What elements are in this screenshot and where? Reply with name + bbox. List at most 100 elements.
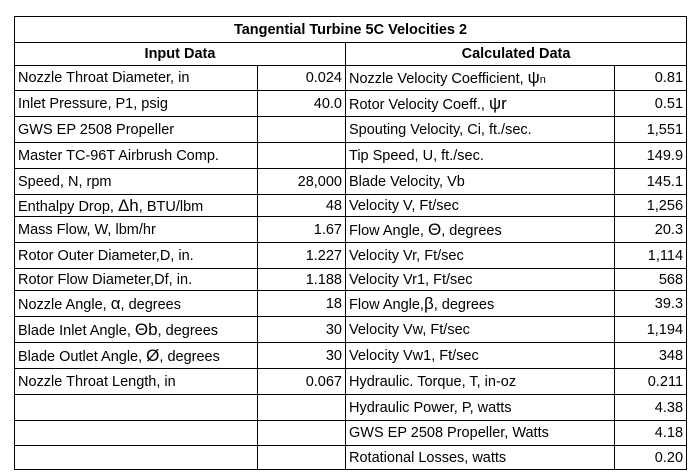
input-label-pre: Blade Outlet Angle, <box>18 348 147 365</box>
input-label-post: , degrees <box>159 348 220 365</box>
input-label-cell[interactable]: Blade Outlet Angle, Ø, degrees <box>14 342 258 369</box>
table-row: Rotor Outer Diameter,D, in. 1.227 Velocity… <box>14 242 688 269</box>
input-label-cell[interactable]: Blade Inlet Angle, Θb, degrees <box>14 316 258 343</box>
calculated-label-cell[interactable]: Velocity V, Ft/sec <box>345 194 615 217</box>
calculated-value-cell[interactable]: 1,114 <box>613 242 688 269</box>
calculated-value-cell[interactable]: 39.3 <box>613 290 688 317</box>
calculated-value-cell[interactable]: 145.1 <box>613 168 688 195</box>
calculated-label-cell[interactable]: Rotational Losses, watts <box>345 445 615 470</box>
table-row: Enthalpy Drop, Δh, BTU/lbm 48 Velocity V, … <box>14 194 688 217</box>
calculated-label-cell[interactable]: Flow Angle,β, degrees <box>345 290 615 317</box>
table-row: Nozzle Throat Length, in 0.067 Hydraulic. … <box>14 368 688 395</box>
input-value-cell[interactable] <box>257 445 346 470</box>
calculated-label-cell[interactable]: Velocity Vw, Ft/sec <box>345 316 615 343</box>
input-label-post: , degrees <box>120 296 181 313</box>
table-row: Rotational Losses, watts 0.20 <box>14 445 688 470</box>
calculated-value-cell[interactable]: 0.20 <box>613 445 688 470</box>
input-label-cell[interactable]: Nozzle Angle, α, degrees <box>14 290 258 317</box>
calculated-value-cell[interactable]: 149.9 <box>613 142 688 169</box>
calculated-value-cell[interactable]: 0.211 <box>613 368 688 395</box>
calculated-label-cell[interactable]: GWS EP 2508 Propeller, Watts <box>345 420 615 446</box>
input-label-pre: Nozzle Angle, <box>18 296 111 313</box>
calculated-data-header[interactable]: Calculated Data <box>344 42 688 66</box>
input-label-cell[interactable]: GWS EP 2508 Propeller <box>14 116 258 143</box>
calculated-value-cell[interactable]: 1,256 <box>613 194 688 217</box>
table-row: Blade Outlet Angle, Ø, degrees 30 Velocity… <box>14 342 688 369</box>
calculated-label-pre: Nozzle Velocity Coefficient, <box>349 71 528 87</box>
input-label-cell[interactable]: Master TC-96T Airbrush Comp. <box>14 142 258 169</box>
calculated-symbol: ψr <box>488 93 507 113</box>
input-label-cell[interactable]: Rotor Flow Diameter,Df, in. <box>14 268 258 291</box>
input-value-cell[interactable] <box>257 394 346 421</box>
input-value-cell[interactable]: 48 <box>257 194 346 217</box>
input-label-pre: Blade Inlet Angle, <box>18 322 135 339</box>
calculated-label-pre: Flow Angle, <box>349 222 428 239</box>
calculated-label-cell[interactable]: Velocity Vr1, Ft/sec <box>345 268 615 291</box>
input-symbol: Ø <box>146 345 160 365</box>
calculated-label-cell[interactable]: Spouting Velocity, Ci, ft./sec. <box>345 116 615 143</box>
input-value-cell[interactable] <box>257 420 346 446</box>
input-label-cell[interactable]: Nozzle Throat Diameter, in <box>14 65 258 91</box>
calculated-label-pre: Flow Angle, <box>349 296 424 313</box>
input-label-post: , degrees <box>157 322 219 339</box>
calculated-label-cell[interactable]: Hydraulic. Torque, T, in-oz <box>345 368 615 395</box>
calculated-symbol: Θ <box>428 219 442 239</box>
input-label-cell[interactable]: Speed, N, rpm <box>14 168 258 195</box>
calculated-value-cell[interactable]: 568 <box>613 268 688 291</box>
table-row: Master TC-96T Airbrush Comp. Tip Speed, U… <box>14 142 688 169</box>
input-value-cell[interactable]: 1.67 <box>257 216 346 243</box>
input-value-cell[interactable] <box>257 142 346 169</box>
calculated-label-cell[interactable]: Velocity Vr, Ft/sec <box>345 242 615 269</box>
input-value-cell[interactable]: 0.024 <box>257 65 346 91</box>
calculated-value-cell[interactable]: 20.3 <box>613 216 688 243</box>
table-row: Nozzle Angle, α, degrees 18 Flow Angle,β, … <box>14 290 688 317</box>
calculated-value-cell[interactable]: 4.18 <box>613 420 688 446</box>
calculated-label-cell[interactable]: Flow Angle, Θ, degrees <box>345 216 615 243</box>
input-symbol: Δh <box>117 195 139 215</box>
calculated-label-cell[interactable]: Rotor Velocity Coeff., ψr <box>345 90 615 117</box>
calculated-value-cell[interactable]: 348 <box>613 342 688 369</box>
calculated-symbol: ψ <box>527 68 540 87</box>
input-value-cell[interactable]: 30 <box>257 342 346 369</box>
input-label-cell[interactable]: Rotor Outer Diameter,D, in. <box>14 242 258 269</box>
table-row: Rotor Flow Diameter,Df, in. 1.188 Velocity… <box>14 268 688 291</box>
input-data-header[interactable]: Input Data <box>14 42 346 66</box>
input-label-cell[interactable]: Mass Flow, W, lbm/hr <box>14 216 258 243</box>
table-row: Mass Flow, W, lbm/hr 1.67 Flow Angle, Θ, d… <box>14 216 688 243</box>
calculated-label-post: , degrees <box>441 222 502 239</box>
table-title[interactable]: Tangential Turbine 5C Velocities 2 <box>13 16 688 43</box>
table-row: Inlet Pressure, P1, psig 40.0 Rotor Veloci… <box>14 90 688 117</box>
input-value-cell[interactable]: 28,000 <box>257 168 346 195</box>
input-label-cell[interactable] <box>14 420 258 446</box>
input-label-cell[interactable] <box>14 394 258 421</box>
calculated-label-cell[interactable]: Tip Speed, U, ft./sec. <box>345 142 615 169</box>
input-value-cell[interactable] <box>257 116 346 143</box>
velocities-table: Tangential Turbine 5C Velocities 2 Input… <box>13 16 688 470</box>
calculated-label-cell[interactable]: Blade Velocity, Vb <box>345 168 615 195</box>
table-row: GWS EP 2508 Propeller Spouting Velocity, … <box>14 116 688 143</box>
input-value-cell[interactable]: 1.188 <box>257 268 346 291</box>
calculated-value-cell[interactable]: 0.81 <box>613 65 688 91</box>
input-label-cell[interactable]: Inlet Pressure, P1, psig <box>14 90 258 117</box>
input-value-cell[interactable]: 30 <box>257 316 346 343</box>
calculated-label-cell[interactable]: Hydraulic Power, P, watts <box>345 394 615 421</box>
input-value-cell[interactable]: 18 <box>257 290 346 317</box>
calculated-value-cell[interactable]: 0.51 <box>613 90 688 117</box>
input-value-cell[interactable]: 0.067 <box>257 368 346 395</box>
input-label-cell[interactable] <box>14 445 258 470</box>
calculated-label-cell[interactable]: Nozzle Velocity Coefficient, ψn <box>345 65 615 91</box>
calculated-label-cell[interactable]: Velocity Vw1, Ft/sec <box>345 342 615 369</box>
input-value-cell[interactable]: 40.0 <box>257 90 346 117</box>
spreadsheet: Tangential Turbine 5C Velocities 2 Input… <box>13 16 688 470</box>
input-label-pre: Enthalpy Drop, <box>18 198 118 215</box>
calculated-value-cell[interactable]: 1,194 <box>613 316 688 343</box>
calculated-value-cell[interactable]: 1,551 <box>613 116 688 143</box>
calculated-value-cell[interactable]: 4.38 <box>613 394 688 421</box>
input-label-cell[interactable]: Enthalpy Drop, Δh, BTU/lbm <box>14 194 258 217</box>
title-row: Tangential Turbine 5C Velocities 2 <box>13 16 688 43</box>
input-value-cell[interactable]: 1.227 <box>257 242 346 269</box>
input-label-cell[interactable]: Nozzle Throat Length, in <box>14 368 258 395</box>
table-row: Hydraulic Power, P, watts 4.38 <box>14 394 688 421</box>
table-row: Speed, N, rpm 28,000 Blade Velocity, Vb 145… <box>14 168 688 195</box>
calculated-symbol: β <box>423 293 434 313</box>
